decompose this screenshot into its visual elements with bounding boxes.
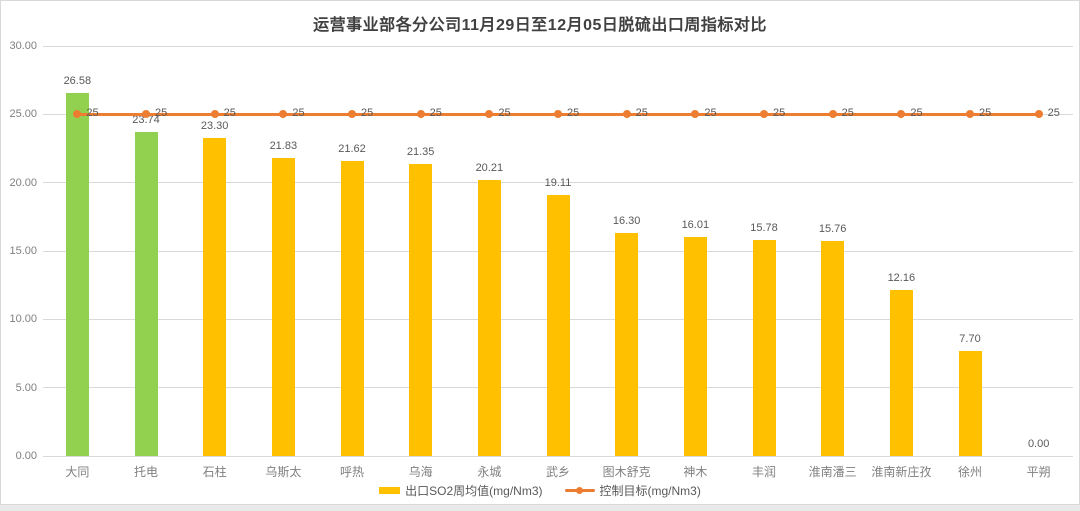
x-axis-category-label: 淮南新庄孜 xyxy=(871,465,932,479)
bar-value-label: 12.16 xyxy=(887,271,916,284)
target-line-marker-icon xyxy=(416,110,425,119)
target-line-marker-icon xyxy=(691,110,700,119)
bar xyxy=(546,194,570,456)
target-line-marker-icon xyxy=(622,110,631,119)
bar xyxy=(683,237,707,456)
bar xyxy=(271,157,295,456)
gridline xyxy=(43,182,1073,184)
target-value-label: 25 xyxy=(910,107,923,120)
target-line-marker-icon xyxy=(210,110,219,119)
bar xyxy=(752,240,776,456)
x-axis-category-label: 神木 xyxy=(683,465,708,479)
x-axis-category-label: 永城 xyxy=(477,465,502,479)
target-value-label: 25 xyxy=(841,107,854,120)
y-axis-tick-label: 25.00 xyxy=(9,108,37,121)
bar-value-label: 21.83 xyxy=(269,139,298,152)
target-line-marker-icon xyxy=(73,110,82,119)
y-axis-tick-label: 10.00 xyxy=(9,313,37,326)
x-axis-category-label: 乌海 xyxy=(408,465,433,479)
target-line-marker-icon xyxy=(348,110,356,119)
plot-area: 0.00 5.00 10.00 15.00 20.00 25.00 30.00 26.58 大同… xyxy=(9,40,1073,479)
bar-value-label: 16.01 xyxy=(681,219,710,232)
target-value-label: 25 xyxy=(979,107,992,120)
x-axis-category-label: 丰润 xyxy=(751,465,776,479)
bar xyxy=(409,164,433,456)
y-axis-tick-label: 15.00 xyxy=(9,245,37,257)
target-value-label: 25 xyxy=(86,107,99,120)
x-axis-category-label: 淮南潘三 xyxy=(808,465,857,479)
bar-value-label: 7.70 xyxy=(959,332,981,345)
target-line-marker-icon xyxy=(485,110,494,119)
bar xyxy=(821,240,845,456)
bar-value-label: 15.76 xyxy=(818,222,847,235)
bar xyxy=(615,233,639,456)
bar-value-label: 0.00 xyxy=(1027,438,1050,450)
bar-value-label: 23.74 xyxy=(132,113,160,126)
target-line-marker-icon xyxy=(828,110,837,119)
bar xyxy=(477,179,501,456)
gridline xyxy=(43,455,1073,457)
target-line-marker-icon xyxy=(279,110,288,119)
target-line-marker-icon xyxy=(760,110,768,119)
target-value-label: 25 xyxy=(773,107,786,120)
bar xyxy=(340,160,364,456)
target-value-label: 25 xyxy=(223,107,236,120)
bar-value-label: 26.58 xyxy=(63,74,92,87)
bar-value-label: 23.30 xyxy=(200,119,229,132)
x-axis-category-label: 乌斯太 xyxy=(265,465,302,479)
line-marker-dot-icon xyxy=(575,487,583,494)
line-series-swatch-icon xyxy=(564,487,595,494)
target-value-label: 25 xyxy=(292,107,305,120)
bar xyxy=(889,289,913,456)
x-axis-category-label: 图木舒克 xyxy=(602,465,651,479)
x-axis-category-label: 大同 xyxy=(65,465,90,479)
target-line-marker-icon xyxy=(142,110,150,119)
legend-item-bar-series: 出口SO2周均值(mg/Nm3) xyxy=(379,482,543,499)
target-value-label: 25 xyxy=(704,107,717,120)
target-value-label: 25 xyxy=(498,107,511,120)
legend-item-line-series: 控制目标(mg/Nm3) xyxy=(564,482,701,499)
legend: 出口SO2周均值(mg/Nm3) 控制目标(mg/Nm3) xyxy=(1,482,1079,499)
bar-value-label: 16.30 xyxy=(612,215,641,228)
bar xyxy=(958,350,982,456)
target-value-label: 25 xyxy=(361,107,374,120)
target-line-marker-icon xyxy=(966,110,974,119)
legend-label-line-series: 控制目标(mg/Nm3) xyxy=(599,484,701,498)
bar-value-label: 19.11 xyxy=(544,176,572,189)
bar-value-label: 20.21 xyxy=(475,161,504,174)
target-line-marker-icon xyxy=(1034,110,1043,119)
bar-series-swatch-icon xyxy=(379,487,401,494)
legend-label-bar-series: 出口SO2周均值(mg/Nm3) xyxy=(405,484,543,498)
x-axis-category-label: 武乡 xyxy=(545,465,570,479)
x-axis-category-label: 石柱 xyxy=(202,465,227,479)
bar-value-label: 15.78 xyxy=(750,222,778,235)
y-axis-tick-label: 0.00 xyxy=(15,450,37,462)
x-axis-category-label: 托电 xyxy=(133,465,158,479)
bar xyxy=(134,131,158,456)
target-value-label: 25 xyxy=(635,107,648,120)
target-value-label: 25 xyxy=(155,107,168,120)
target-value-label: 25 xyxy=(567,107,580,120)
target-line-marker-icon xyxy=(897,110,906,119)
target-value-label: 25 xyxy=(429,107,442,120)
target-value-label: 25 xyxy=(1047,107,1060,120)
target-line-marker-icon xyxy=(554,110,562,119)
bar xyxy=(65,92,89,456)
chart-title: 运营事业部各分公司11月29日至12月05日脱硫出口周指标对比 xyxy=(313,17,767,34)
y-axis-tick-label: 20.00 xyxy=(9,176,37,189)
y-axis-tick-label: 5.00 xyxy=(15,381,37,394)
bar-value-label: 21.62 xyxy=(338,142,366,155)
x-axis-category-label: 徐州 xyxy=(957,465,982,479)
y-axis-tick-label: 30.00 xyxy=(9,40,37,52)
bar xyxy=(203,137,227,456)
x-axis-category-label: 呼热 xyxy=(339,465,364,479)
x-axis-category-label: 平朔 xyxy=(1026,465,1051,479)
gridline xyxy=(43,45,1073,47)
bar-value-label: 21.35 xyxy=(406,146,435,159)
